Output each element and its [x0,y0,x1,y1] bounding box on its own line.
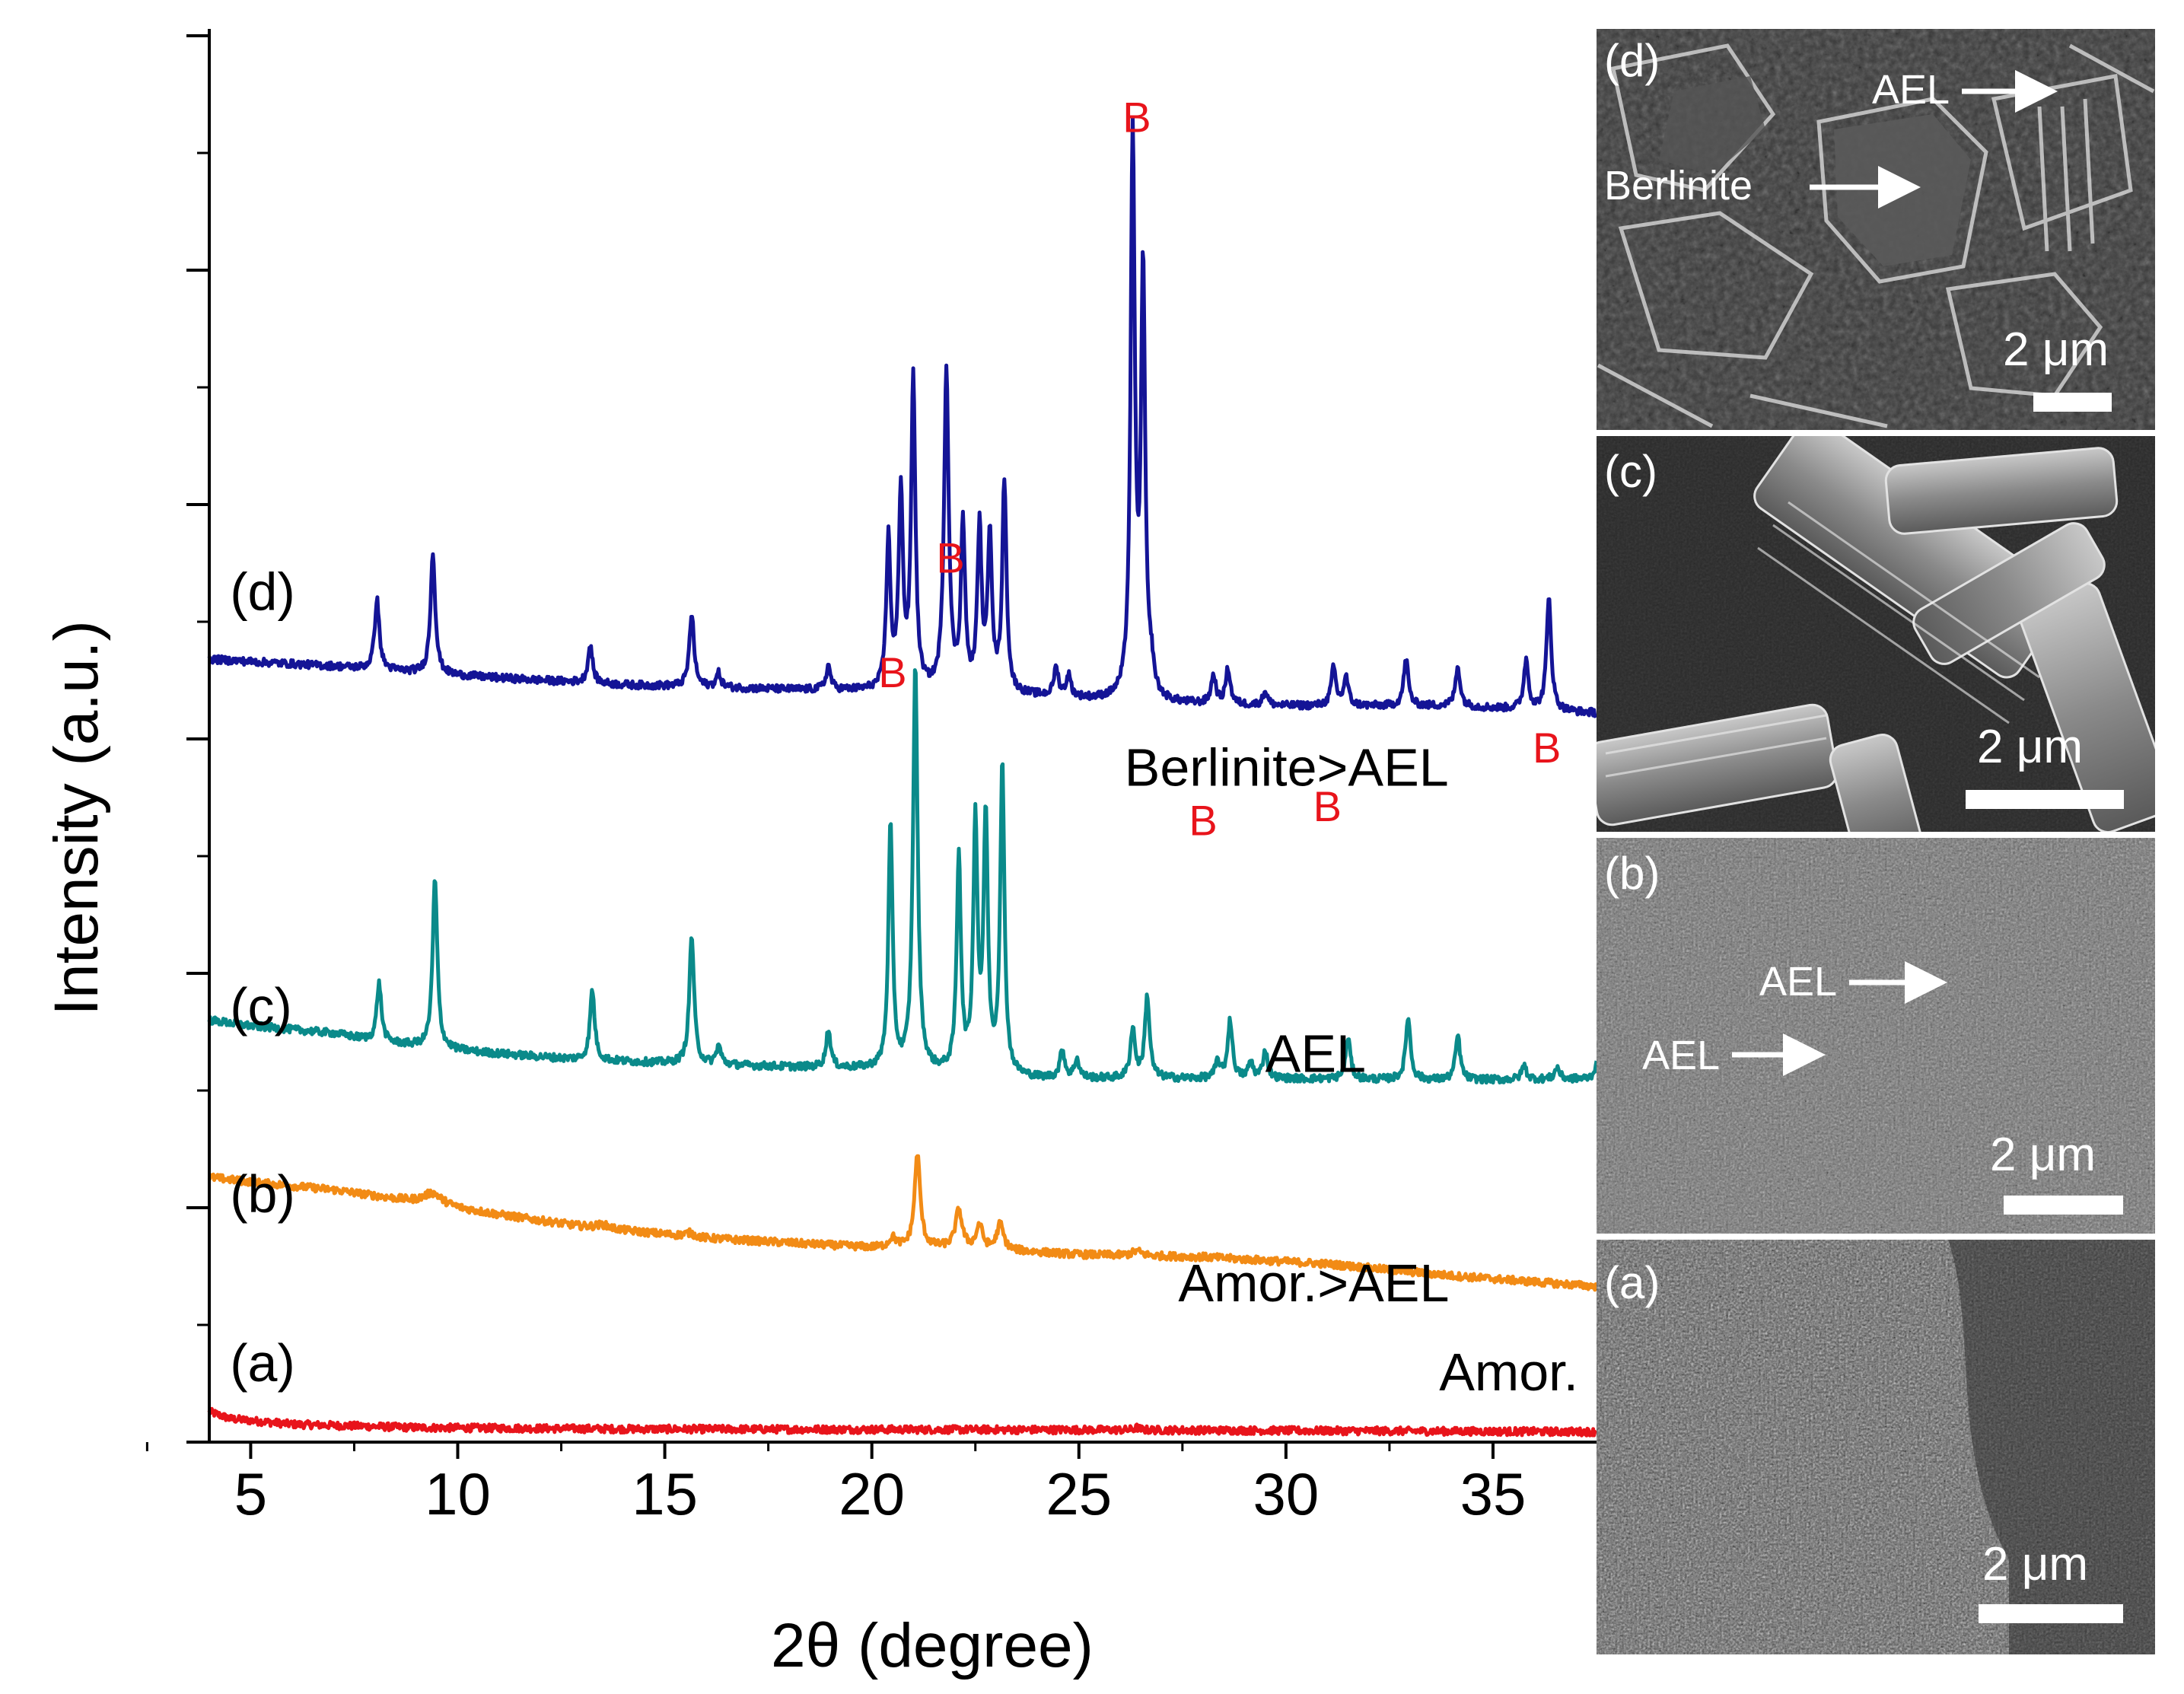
series-layer [207,115,1599,1438]
sem-panel-a-overlay: (a) 2 μm [1604,1257,2123,1623]
sem-panel-b [1597,838,2155,1234]
x-tick-label: 5 [234,1460,267,1527]
sem-panel-a [1597,1240,2155,1654]
sem-panel-c-overlay: (c) 2 μm [1604,446,2124,809]
x-tick-label: 15 [632,1460,698,1527]
peak-marker-b: B [878,648,906,696]
sem-panel-b-overlay: (b) AEL AEL 2 μm [1604,848,2123,1215]
sem-panel-c-scale-bar [1966,790,2124,809]
peak-marker-b: B [1122,93,1151,141]
x-tick-label: 25 [1046,1460,1112,1527]
sem-separator [1597,1234,2155,1240]
sem-panel-b-scale-bar [2004,1196,2123,1215]
sem-panel-d-label: (d) [1604,35,1660,86]
peak-marker-b: B [1313,782,1342,830]
sem-panel-d-scale-bar [2033,393,2112,412]
series-name-label: Amor.>AEL [1178,1253,1449,1313]
series-line-1 [207,1154,1598,1292]
x-tick-label: 20 [839,1460,905,1527]
sem-separator [1597,832,2155,838]
sem-panel-a-scale-text: 2 μm [1982,1538,2088,1591]
sem-panel-d-scale-text: 2 μm [2003,323,2109,376]
x-axis-label: 2θ (degree) [771,1611,1094,1680]
y-axis-label: Intensity (a.u.) [42,620,111,1016]
sem-panel-d [1597,29,2155,430]
tick-layer: 5 10 15 20 25 30 35 [145,34,1527,1527]
sem-panel-b-scale-text: 2 μm [1990,1129,2096,1181]
arrow-label-ael-lower: AEL [1642,1033,1720,1078]
series-label: (a) [230,1333,295,1393]
series-label: (c) [230,977,292,1036]
series-name-label: Amor. [1439,1342,1578,1402]
sem-panel-b-label: (b) [1604,848,1660,899]
arrow-label-berlinite: Berlinite [1604,163,1753,209]
peak-marker-b: B [1189,796,1217,844]
series-name-label: AEL [1266,1024,1366,1083]
sem-panel-c [1597,436,2155,832]
series-line-2 [207,668,1599,1085]
series-name-label: Berlinite>AEL [1125,738,1449,798]
sem-panel-a-scale-bar [1979,1604,2123,1623]
series-line-3 [207,115,1599,718]
x-tick-label: 10 [425,1460,491,1527]
sem-panel-c-scale-text: 2 μm [1977,721,2083,773]
series-label: (b) [230,1164,295,1224]
sem-panel-a-label: (a) [1604,1257,1660,1308]
sem-panel-c-label: (c) [1604,446,1657,497]
sem-separator [1597,430,2155,436]
x-tick-label: 35 [1460,1460,1527,1527]
series-label: (d) [230,562,295,622]
sem-panels: (d) AEL Berlinite 2 μm [1597,29,2155,1654]
peak-marker-b: B [936,533,964,581]
arrow-label-ael: AEL [1872,67,1950,113]
peak-marker-b: B [1533,724,1561,772]
x-tick-label: 30 [1253,1460,1319,1527]
sem-panel-d-overlay: (d) AEL Berlinite 2 μm [1604,35,2112,412]
arrow-label-ael-upper: AEL [1759,959,1837,1005]
series-line-0 [207,1406,1598,1438]
